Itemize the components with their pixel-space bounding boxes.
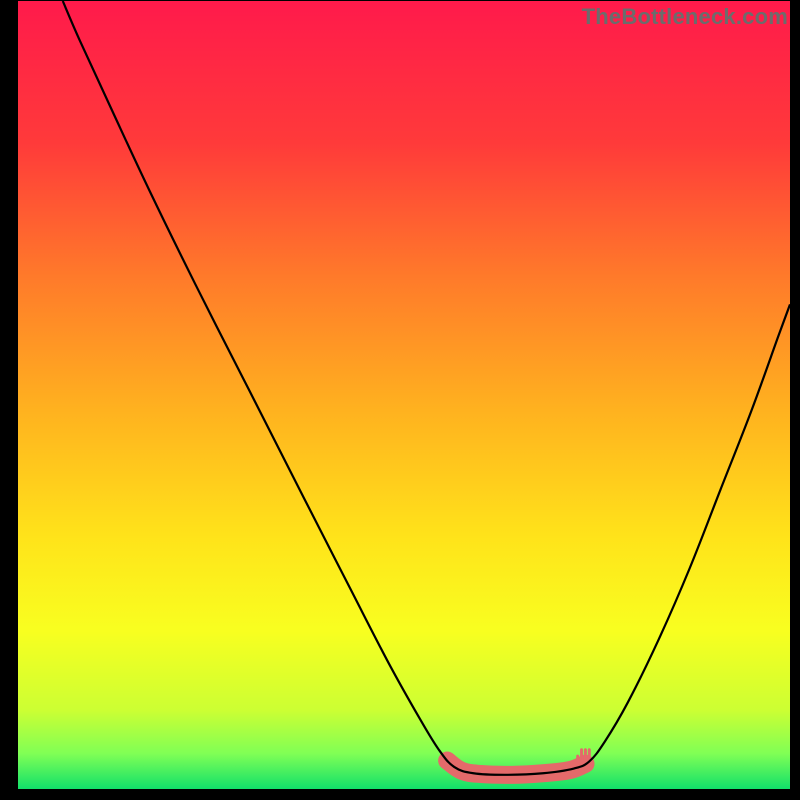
bottleneck-curve: [63, 1, 790, 775]
watermark-label: TheBottleneck.com: [582, 4, 788, 30]
plot-area: [18, 1, 790, 789]
chart-frame: TheBottleneck.com: [0, 0, 800, 800]
curve-layer: [18, 1, 790, 789]
